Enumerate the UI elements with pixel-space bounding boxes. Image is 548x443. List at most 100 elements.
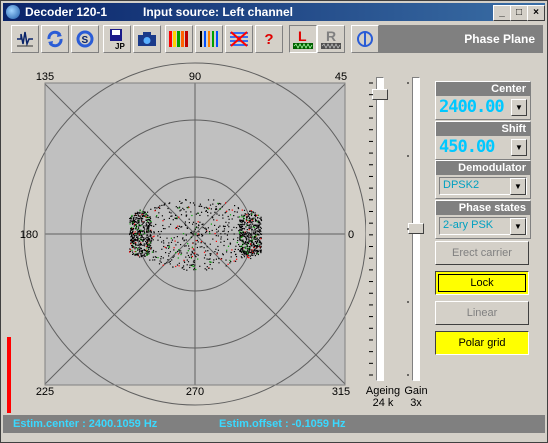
phase-dot: [132, 231, 134, 233]
phase-dot: [154, 207, 156, 209]
phase-dot: [134, 231, 136, 233]
phase-dot: [132, 236, 134, 239]
phase-dot: [137, 213, 139, 215]
ageing-slider-track[interactable]: [376, 77, 384, 381]
phase-dot: [226, 234, 228, 236]
phase-dot: [184, 245, 186, 247]
center-dropdown-arrow[interactable]: ▼: [511, 99, 527, 116]
phase-dot: [137, 249, 139, 251]
phase-dot: [204, 268, 206, 270]
phase-dot: [241, 235, 243, 237]
sync-button[interactable]: S: [71, 25, 99, 53]
bars-button[interactable]: [195, 25, 223, 53]
phase-dot: [253, 244, 255, 246]
phase-dot: [206, 258, 208, 260]
phase-dot: [185, 215, 187, 217]
phase-dot: [148, 227, 150, 229]
phase-dot: [132, 223, 134, 225]
phase-dot: [255, 249, 257, 251]
phase-dot: [159, 233, 161, 235]
phase-dot: [164, 228, 166, 230]
phase-dot: [193, 230, 195, 232]
phase-dot: [245, 246, 247, 248]
phase-dot: [134, 251, 136, 253]
phase-dot: [259, 241, 262, 243]
phase-dot: [257, 227, 260, 229]
phase-dot: [242, 223, 244, 225]
phase-dot: [227, 245, 230, 247]
phase-dot: [259, 247, 261, 249]
phase-dot: [164, 246, 166, 248]
help-button[interactable]: ?: [255, 25, 283, 53]
phase-dot: [258, 237, 261, 239]
left-channel-button[interactable]: L: [289, 25, 317, 53]
phase-dot: [155, 216, 157, 218]
phase-dot: [150, 235, 152, 237]
phase-dot: [241, 219, 243, 222]
phase-dot: [256, 250, 259, 252]
phase-dot: [206, 266, 208, 268]
phase-dot: [243, 251, 245, 253]
phase-dot: [257, 222, 259, 224]
phase-dot: [138, 252, 140, 254]
phase-dot: [236, 258, 238, 260]
phase-button[interactable]: [351, 25, 379, 53]
phase-dot: [248, 251, 250, 253]
phase-dot: [192, 248, 195, 250]
phase-dot: [193, 252, 195, 254]
phase-dot: [203, 251, 206, 253]
save-button[interactable]: JP: [103, 25, 131, 53]
phase-dot: [140, 233, 142, 235]
phase-dot: [251, 240, 253, 242]
color-bars-button[interactable]: [165, 25, 193, 53]
phase-dot: [248, 257, 250, 259]
phase-dot: [175, 206, 177, 208]
phase-states-select[interactable]: 2-ary PSK ▼: [439, 217, 527, 235]
phase-dot: [223, 228, 226, 230]
phase-dot: [238, 232, 241, 234]
refresh-button[interactable]: [41, 25, 69, 53]
phase-dot: [225, 202, 227, 204]
minimize-button[interactable]: _: [493, 5, 511, 21]
phase-dot: [186, 264, 188, 266]
phase-dot: [139, 240, 141, 242]
demodulator-dropdown-arrow[interactable]: ▼: [510, 178, 526, 195]
center-field[interactable]: 2400.00 ▼: [439, 98, 527, 116]
phase-dot: [239, 235, 241, 238]
phase-dot: [149, 216, 151, 218]
phase-dot: [260, 227, 262, 229]
phase-dot: [193, 265, 195, 267]
phase-dot: [144, 215, 146, 217]
phase-dot: [233, 226, 235, 228]
phase-dot: [179, 210, 181, 212]
phase-dot: [161, 248, 163, 250]
lock-button[interactable]: Lock: [435, 271, 529, 295]
phase-dot: [237, 207, 239, 209]
phase-dot: [136, 229, 138, 231]
shift-dropdown-arrow[interactable]: ▼: [511, 139, 527, 156]
gain-label: Gain 3x: [401, 385, 431, 409]
erect-carrier-button[interactable]: Erect carrier: [435, 241, 529, 265]
phase-dot: [210, 212, 212, 214]
phase-states-dropdown-arrow[interactable]: ▼: [510, 218, 526, 235]
phase-dot: [162, 228, 165, 230]
phase-dot: [260, 233, 262, 235]
phase-dot: [132, 246, 134, 248]
demodulator-select[interactable]: DPSK2 ▼: [439, 177, 527, 195]
title-bar[interactable]: Decoder 120-1 Input source: Left channel…: [3, 3, 545, 21]
phase-dot: [229, 242, 231, 244]
linear-button[interactable]: Linear: [435, 301, 529, 325]
polar-grid-button[interactable]: Polar grid: [435, 331, 529, 355]
phase-dot: [249, 247, 251, 249]
maximize-button[interactable]: □: [510, 5, 528, 21]
right-channel-button[interactable]: R: [317, 25, 345, 53]
camera-button[interactable]: [133, 25, 161, 53]
grid-button[interactable]: [225, 25, 253, 53]
phase-dot: [130, 236, 132, 238]
phase-dot: [146, 245, 148, 247]
phase-dot: [150, 242, 152, 244]
spectrum-button[interactable]: [11, 25, 39, 53]
shift-field[interactable]: 450.00 ▼: [439, 138, 527, 156]
phase-dot: [246, 235, 248, 237]
close-button[interactable]: ×: [527, 5, 545, 21]
